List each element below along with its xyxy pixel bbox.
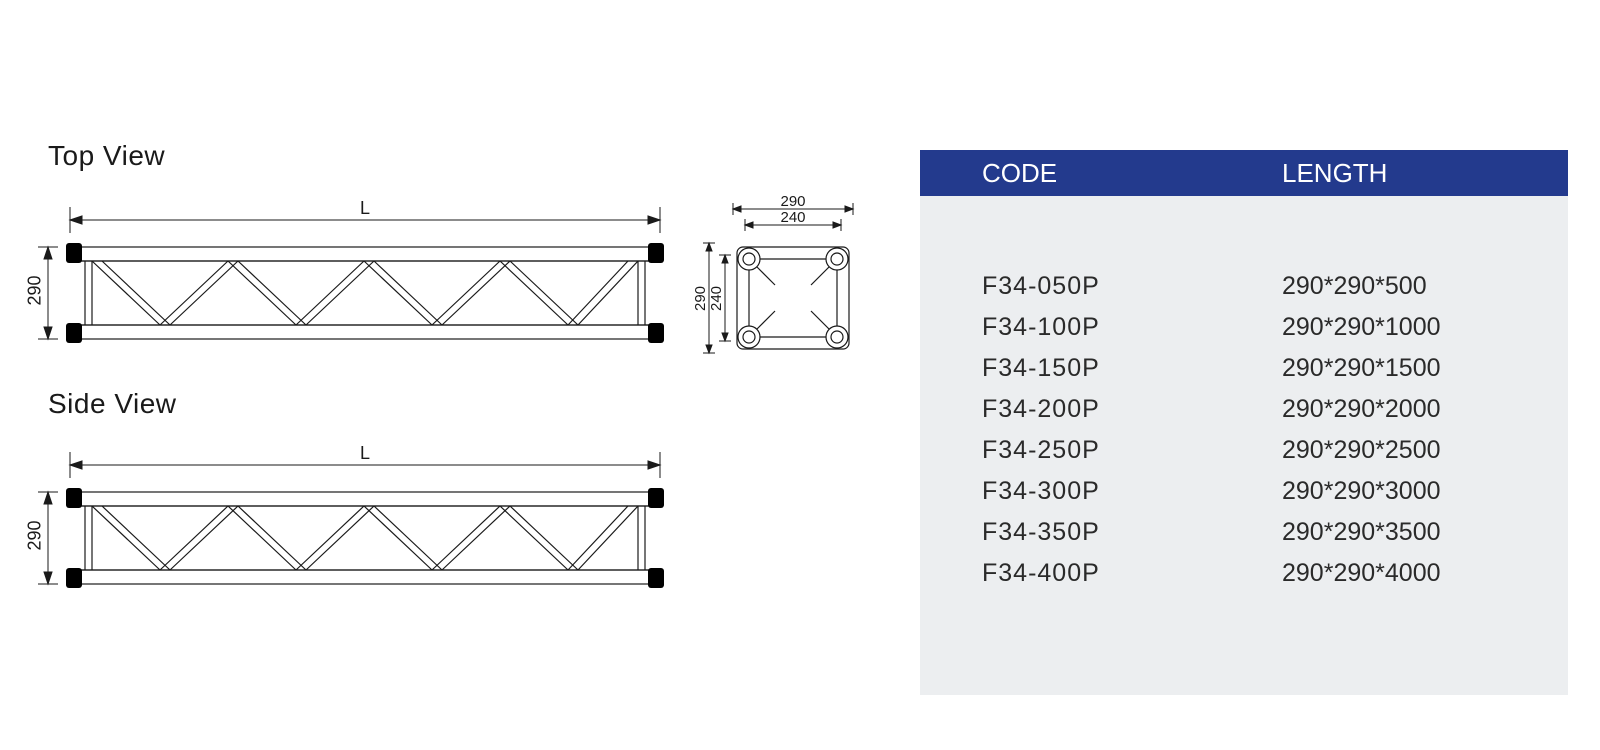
- profile-290-top: 290: [780, 195, 805, 210]
- table-row: F34-300P290*290*3000: [982, 471, 1568, 512]
- cell-code: F34-150P: [982, 348, 1282, 389]
- profile-290-left: 290: [692, 286, 709, 311]
- cell-length: 290*290*1500: [1282, 348, 1568, 389]
- cell-length: 290*290*3500: [1282, 512, 1568, 553]
- cell-length: 290*290*2000: [1282, 389, 1568, 430]
- table-row: F34-350P290*290*3500: [982, 512, 1568, 553]
- top-290-dim: 290: [25, 275, 46, 305]
- profile-240-left: 240: [708, 286, 725, 311]
- side-view-label: Side View: [48, 388, 177, 420]
- top-L-dim: L: [360, 198, 370, 218]
- cell-code: F34-350P: [982, 512, 1282, 553]
- header-code: CODE: [920, 158, 1282, 189]
- cell-length: 290*290*2500: [1282, 430, 1568, 471]
- page: Top View Side View L: [0, 0, 1600, 750]
- table-row: F34-150P290*290*1500: [982, 348, 1568, 389]
- profile-diagram: 290 240: [695, 195, 865, 365]
- cell-length: 290*290*1000: [1282, 307, 1568, 348]
- cell-code: F34-100P: [982, 307, 1282, 348]
- table-row: F34-250P290*290*2500: [982, 430, 1568, 471]
- cell-code: F34-400P: [982, 553, 1282, 594]
- top-view-diagram: L: [30, 195, 670, 355]
- table-row: F34-400P290*290*4000: [982, 553, 1568, 594]
- cell-length: 290*290*500: [1282, 266, 1568, 307]
- table-row: F34-200P290*290*2000: [982, 389, 1568, 430]
- table-row: F34-100P290*290*1000: [982, 307, 1568, 348]
- table-row: F34-050P290*290*500: [982, 266, 1568, 307]
- side-view-diagram: L: [30, 440, 670, 600]
- cell-code: F34-200P: [982, 389, 1282, 430]
- cell-length: 290*290*4000: [1282, 553, 1568, 594]
- top-view-label: Top View: [48, 140, 165, 172]
- spec-table-body: F34-050P290*290*500 F34-100P290*290*1000…: [920, 196, 1568, 594]
- spec-table: CODE LENGTH F34-050P290*290*500 F34-100P…: [920, 150, 1568, 695]
- side-290-dim: 290: [25, 520, 46, 550]
- cell-length: 290*290*3000: [1282, 471, 1568, 512]
- cell-code: F34-050P: [982, 266, 1282, 307]
- side-L-dim: L: [360, 443, 370, 463]
- profile-240-top: 240: [780, 209, 805, 226]
- cell-code: F34-250P: [982, 430, 1282, 471]
- spec-table-header: CODE LENGTH: [920, 150, 1568, 196]
- cell-code: F34-300P: [982, 471, 1282, 512]
- header-length: LENGTH: [1282, 158, 1568, 189]
